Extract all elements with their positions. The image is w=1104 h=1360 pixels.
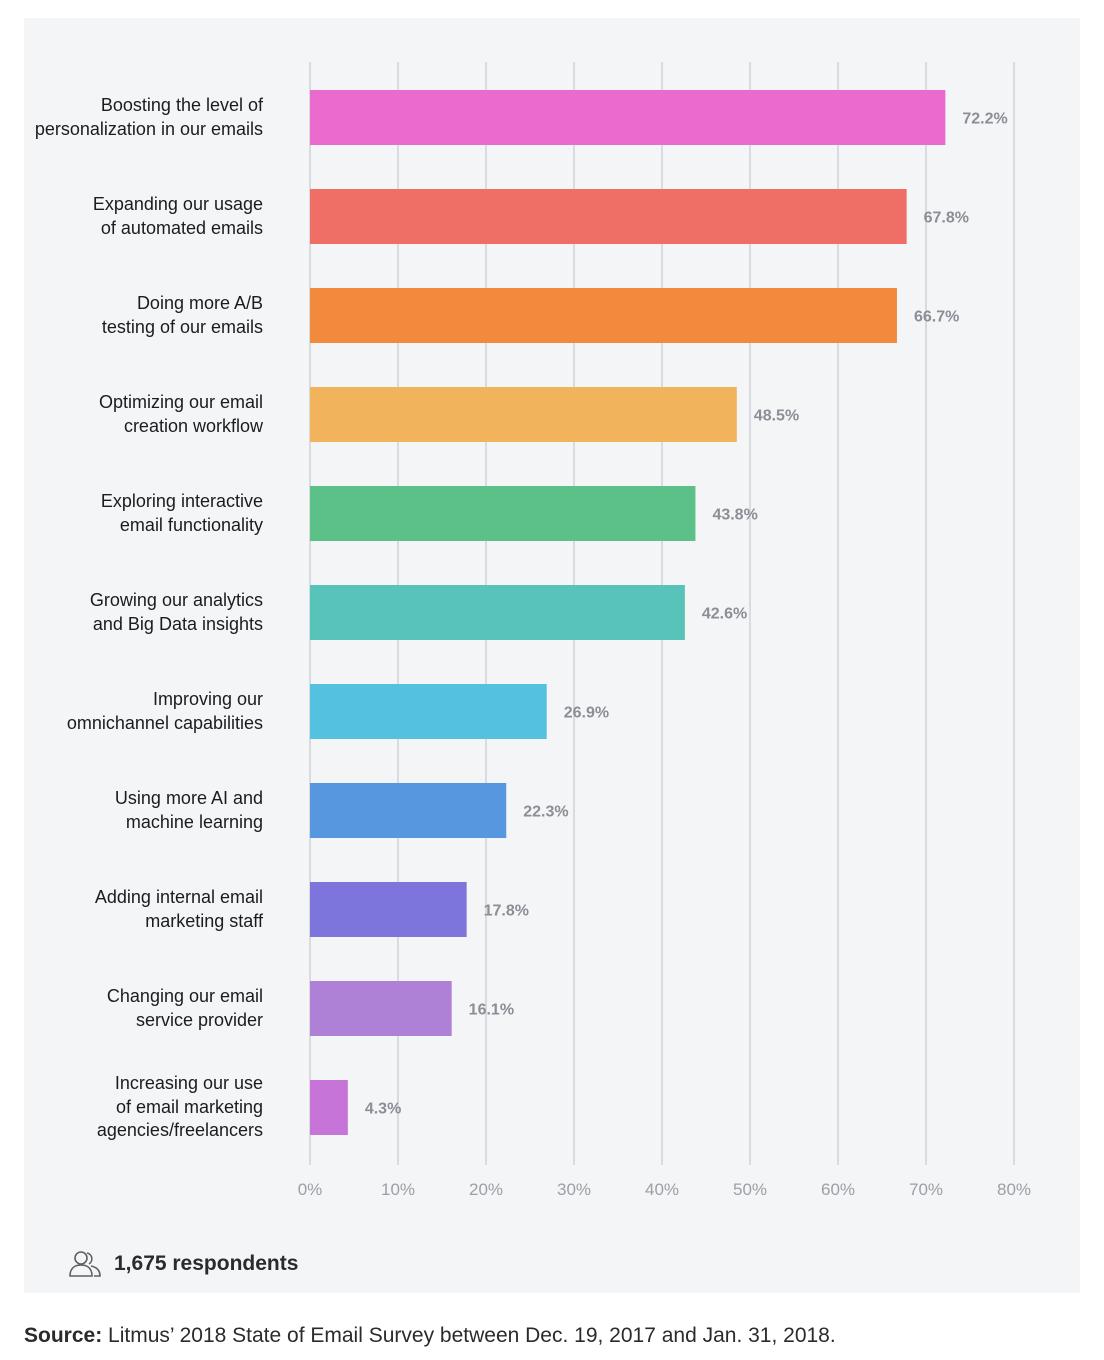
bar-value-label: 43.8% <box>712 507 757 524</box>
category-label-line: Improving our <box>152 689 263 709</box>
category-label: Doing more A/B testing of our emails <box>0 292 263 339</box>
bar <box>310 882 467 937</box>
bar <box>310 1080 348 1135</box>
category-label-line: machine learning <box>125 811 263 832</box>
bar <box>310 684 547 739</box>
bar-value-label: 66.7% <box>914 309 959 326</box>
category-label-line: marketing staff <box>145 910 263 931</box>
category-label: Exploring interactive email functionality <box>0 490 263 537</box>
category-label: Increasing our use of email marketing agen… <box>0 1072 263 1143</box>
bar <box>310 585 685 640</box>
category-label-line: email functionality <box>119 514 263 535</box>
category-label-line: of automated emails <box>100 217 263 238</box>
category-label-line: Changing our email <box>106 986 263 1006</box>
category-label: Adding internal email marketing staff <box>0 886 263 933</box>
category-label-line: personalization in our emails <box>34 118 263 139</box>
x-tick-label: 50% <box>733 1180 767 1199</box>
bar-value-label: 67.8% <box>924 210 969 227</box>
bar <box>310 90 946 145</box>
category-label-line: Boosting the level of <box>100 95 263 115</box>
x-tick-label: 30% <box>557 1180 591 1199</box>
category-label-line: Using more AI and <box>114 788 263 808</box>
bar <box>310 387 737 442</box>
users-icon <box>69 1251 101 1277</box>
x-tick-label: 70% <box>909 1180 943 1199</box>
category-label-line: testing of our emails <box>101 316 263 337</box>
category-label: Changing our email service provider <box>0 985 263 1032</box>
bar <box>310 783 507 838</box>
bar <box>310 189 907 244</box>
category-label: Expanding our usage of automated emails <box>0 193 263 240</box>
source-note: Source: Litmus’ 2018 State of Email Surv… <box>24 1324 836 1348</box>
x-tick-label: 20% <box>469 1180 503 1199</box>
category-label: Using more AI and machine learning <box>0 787 263 834</box>
bar <box>310 486 696 541</box>
category-label-line: service provider <box>135 1009 263 1030</box>
category-label-line: Expanding our usage <box>92 194 263 214</box>
category-label: Optimizing our email creation workflow <box>0 391 263 438</box>
bar-value-label: 42.6% <box>702 606 747 623</box>
category-label: Improving our omnichannel capabilities <box>0 688 263 735</box>
x-tick-label: 60% <box>821 1180 855 1199</box>
x-tick-label: 80% <box>997 1180 1031 1199</box>
category-label-line: Growing our analytics <box>89 590 263 610</box>
bar-value-label: 48.5% <box>754 408 799 425</box>
source-label: Source: <box>24 1324 103 1347</box>
category-label-line: Optimizing our email <box>98 392 263 412</box>
x-tick-label: 40% <box>645 1180 679 1199</box>
category-label-line: omnichannel capabilities <box>66 712 263 733</box>
respondents-info: 1,675 respondents <box>68 1248 298 1280</box>
x-tick-label: 0% <box>298 1180 323 1199</box>
bar-chart: 0% 10% 20% 30% 40% 50% 60% 70% 80% 72.2% 67.8% 66.7… <box>298 62 1031 1199</box>
bar-value-label: 26.9% <box>564 705 609 722</box>
source-text: Litmus’ 2018 State of Email Survey betwe… <box>102 1324 836 1347</box>
bar <box>310 981 452 1036</box>
bar-value-label: 16.1% <box>469 1002 514 1019</box>
category-label-line: agencies/freelancers <box>96 1120 263 1141</box>
bar-value-label: 17.8% <box>484 903 529 920</box>
category-label-line: creation workflow <box>123 415 263 436</box>
category-label-line: Exploring interactive <box>100 491 263 511</box>
category-label-line: of email marketing <box>115 1096 263 1117</box>
bar-value-label: 72.2% <box>962 111 1007 128</box>
bar-value-label: 22.3% <box>523 804 568 821</box>
category-label: Boosting the level of personalization in … <box>0 94 263 141</box>
chart-panel: 0% 10% 20% 30% 40% 50% 60% 70% 80% 72.2% 67.8% 66.7… <box>24 18 1080 1293</box>
category-label-line: and Big Data insights <box>92 613 263 634</box>
category-label: Growing our analytics and Big Data insigh… <box>0 589 263 636</box>
category-label-line: Doing more A/B <box>136 293 263 313</box>
category-label-line: Increasing our use <box>114 1073 263 1094</box>
bar-value-label: 4.3% <box>365 1101 401 1118</box>
x-tick-label: 10% <box>381 1180 415 1199</box>
respondents-count: 1,675 respondents <box>114 1252 299 1275</box>
category-label-line: Adding internal email <box>94 887 263 907</box>
bar <box>310 288 897 343</box>
